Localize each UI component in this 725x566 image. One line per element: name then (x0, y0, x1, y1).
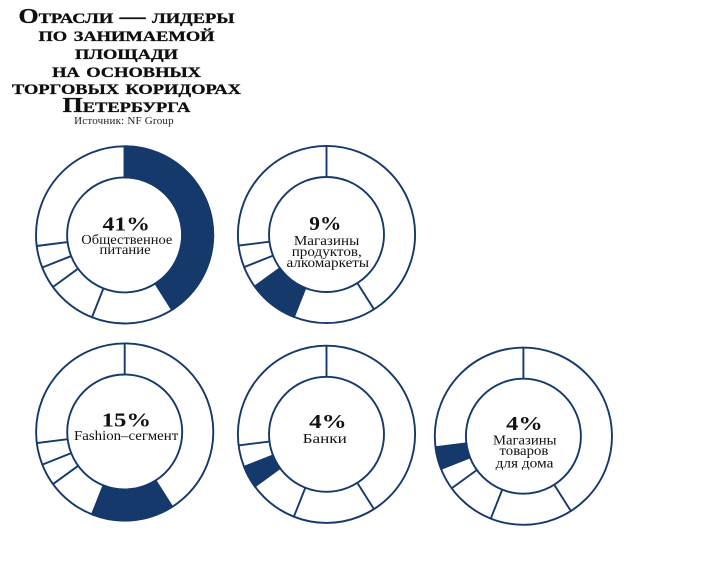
svg-text:Магазины: Магазины (294, 234, 360, 249)
svg-text:продуктов,: продуктов, (292, 245, 362, 260)
svg-text:4%: 4% (506, 414, 542, 435)
svg-text:Fashion–сегмент: Fashion–сегмент (74, 429, 178, 444)
svg-text:41%: 41% (103, 215, 150, 236)
svg-text:Банки: Банки (303, 432, 348, 447)
svg-text:Магазины: Магазины (493, 433, 557, 448)
svg-text:4%: 4% (309, 412, 347, 433)
svg-text:Общественное: Общественное (81, 233, 172, 248)
svg-text:для дома: для дома (496, 456, 555, 471)
svg-text:9%: 9% (309, 214, 341, 235)
svg-text:15%: 15% (102, 410, 151, 431)
svg-text:товаров: товаров (500, 444, 549, 459)
svg-text:питание: питание (100, 243, 151, 258)
svg-text:алкомаркеты: алкомаркеты (287, 256, 370, 271)
